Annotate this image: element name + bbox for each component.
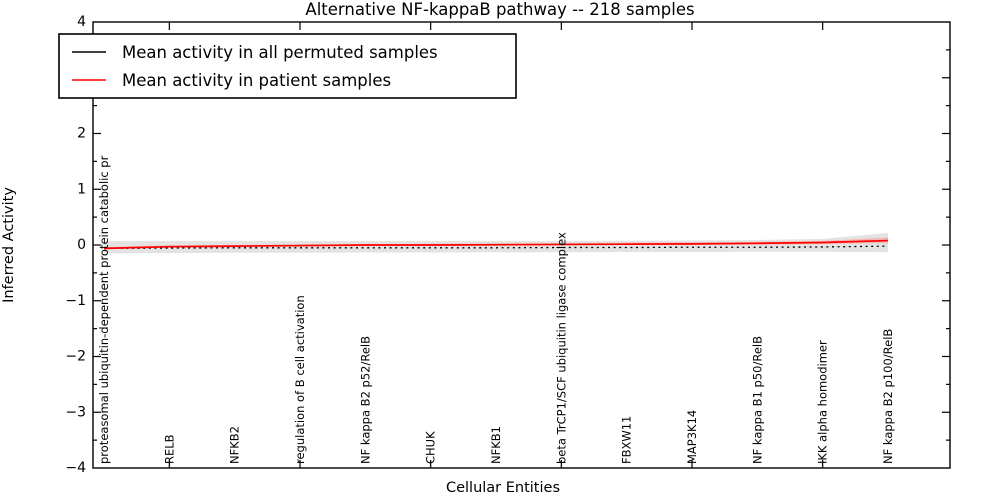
- x-tick-label: RELB: [162, 434, 176, 464]
- legend: Mean activity in all permuted samples Me…: [58, 33, 517, 99]
- legend-box: [58, 33, 517, 99]
- legend-label-permuted: Mean activity in all permuted samples: [122, 43, 438, 62]
- y-tick-label: 4: [77, 14, 86, 30]
- x-tick-label: NF kappa B1 p50/RelB: [750, 336, 764, 464]
- y-tick-label: −1: [65, 293, 86, 309]
- y-tick-label: −3: [65, 404, 86, 420]
- x-tick-label: beta TrCP1/SCF ubiquitin ligase complex: [554, 232, 568, 464]
- series-layer: [103, 239, 889, 250]
- legend-label-patient: Mean activity in patient samples: [122, 71, 391, 90]
- x-tick-label: IKK alpha homodimer: [816, 340, 830, 464]
- plot-border: [92, 21, 951, 469]
- x-tick-label: NFKB2: [228, 426, 242, 464]
- y-tick-label: −2: [65, 349, 86, 365]
- x-tick-label-layer: proteasomal ubiquitin-dependent protein …: [97, 155, 895, 464]
- x-tick-label: proteasomal ubiquitin-dependent protein …: [97, 155, 111, 464]
- x-tick-label: CHUK: [424, 431, 438, 464]
- x-tick-label: NFKB1: [489, 426, 503, 464]
- x-tick-label: FBXW11: [620, 416, 634, 464]
- series-line-1: [103, 239, 889, 250]
- y-tick-label: 0: [77, 237, 86, 253]
- y-tick-label: −4: [65, 460, 86, 476]
- x-tick-label: MAP3K14: [685, 410, 699, 464]
- chart-title: Alternative NF-kappaB pathway -- 218 sam…: [305, 0, 694, 19]
- y-axis-label: Inferred Activity: [1, 187, 17, 303]
- y-tick-label: 2: [77, 126, 86, 142]
- x-tick-label: NF kappa B2 p100/RelB: [881, 329, 895, 464]
- y-tick-label: 1: [77, 181, 86, 197]
- x-tick-label: regulation of B cell activation: [293, 295, 307, 464]
- x-tick-label: NF kappa B2 p52/RelB: [358, 336, 372, 464]
- series-line-0: [103, 245, 889, 249]
- x-axis-label: Cellular Entities: [446, 480, 560, 496]
